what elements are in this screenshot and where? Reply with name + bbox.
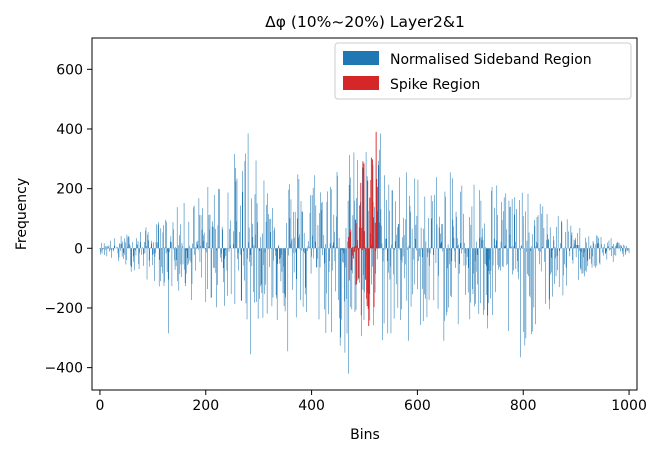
legend: Normalised Sideband Region Spike Region [334, 42, 632, 100]
series-spike [348, 131, 379, 326]
y-tick-label: 200 [56, 182, 83, 198]
legend-swatch-spike [343, 76, 379, 90]
x-axis-label: Bins [350, 427, 380, 443]
x-tick-label: 200 [192, 398, 219, 414]
legend-box [334, 42, 632, 100]
y-axis: −400 −200 0 200 400 600 [45, 62, 92, 377]
y-axis-label: Frequency [14, 178, 30, 250]
legend-swatch-sideband [343, 51, 379, 65]
legend-label-sideband: Normalised Sideband Region [390, 52, 592, 68]
y-tick-label: 400 [56, 122, 83, 138]
x-tick-label: 400 [298, 398, 325, 414]
y-tick-label: 600 [56, 62, 83, 78]
x-tick-label: 800 [510, 398, 537, 414]
y-tick-label: −200 [45, 301, 83, 317]
chart-title: Δφ (10%~20%) Layer2&1 [265, 13, 465, 31]
x-tick-label: 1000 [611, 398, 647, 414]
axes-frame [91, 37, 638, 391]
x-tick-label: 0 [95, 398, 104, 414]
series-sideband [99, 133, 630, 374]
x-tick-label: 600 [404, 398, 431, 414]
y-tick-label: 0 [74, 241, 83, 257]
legend-label-spike: Spike Region [390, 77, 480, 93]
y-tick-label: −400 [45, 361, 83, 377]
x-axis: 0 200 400 600 800 1000 [95, 390, 647, 414]
